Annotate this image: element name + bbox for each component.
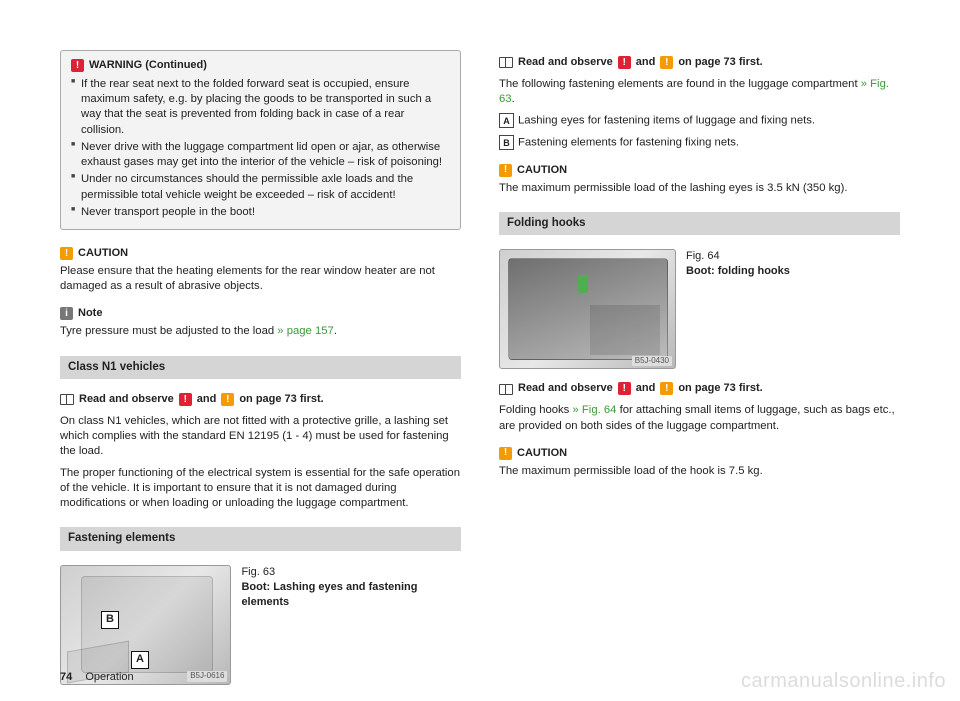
manual-page: ! WARNING (Continued) If the rear seat n… [0, 0, 960, 701]
figure-title: Boot: folding hooks [686, 265, 790, 277]
watermark: carmanualsonline.info [741, 670, 946, 693]
read-observe-line: Read and observe ! and ! on page 73 firs… [499, 55, 900, 70]
read-post: on page 73 first. [239, 392, 323, 407]
note-icon: i [60, 307, 73, 320]
open-book-icon [499, 384, 513, 394]
page-number: 74 [60, 671, 72, 683]
open-book-icon [60, 394, 74, 404]
section-hooks-title: Folding hooks [499, 212, 900, 236]
caution-label: CAUTION [78, 246, 128, 261]
figure-64-image: B5J-0430 [499, 249, 676, 369]
warning-bullets: If the rear seat next to the folded forw… [71, 77, 450, 220]
warning-ref-icon: ! [618, 56, 631, 69]
note-text-post: . [334, 325, 337, 337]
page-ref-link[interactable]: » page 157 [277, 325, 334, 337]
caution-heading: ! CAUTION [499, 163, 900, 178]
square-letter-b: B [499, 135, 514, 150]
figure-label-a: A [131, 651, 149, 669]
figure-label-b: B [101, 611, 119, 629]
folding-hook-marker [578, 275, 588, 293]
caution-text: The maximum permissible load of the lash… [499, 181, 900, 196]
caution-text: Please ensure that the heating elements … [60, 264, 461, 295]
caution-label: CAUTION [517, 446, 567, 461]
read-observe-line: Read and observe ! and ! on page 73 firs… [499, 381, 900, 396]
figure-title: Boot: Lashing eyes and fastening element… [241, 581, 417, 608]
figure-64-caption: Fig. 64 Boot: folding hooks [686, 249, 790, 369]
figure-64-row: B5J-0430 Fig. 64 Boot: folding hooks [499, 249, 900, 369]
warning-heading: ! WARNING (Continued) [71, 58, 450, 73]
open-book-icon [499, 57, 513, 67]
read-pre: Read and observe [518, 381, 613, 396]
item-b-text: Fastening elements for fastening fixing … [518, 137, 739, 149]
hooks-pre: Folding hooks [499, 404, 572, 416]
warning-icon: ! [71, 59, 84, 72]
figure-63-row: B A B5J-0616 Fig. 63 Boot: Lashing eyes … [60, 565, 461, 685]
section-fastening-title: Fastening elements [60, 527, 461, 551]
figure-64-code: B5J-0430 [632, 356, 672, 367]
note-text: Tyre pressure must be adjusted to the lo… [60, 324, 461, 339]
warning-ref-icon: ! [618, 382, 631, 395]
right-column: Read and observe ! and ! on page 73 firs… [499, 50, 900, 671]
item-a-text: Lashing eyes for fastening items of lugg… [518, 115, 815, 127]
figure-63-caption: Fig. 63 Boot: Lashing eyes and fastening… [241, 565, 461, 685]
read-observe-line: Read and observe ! and ! on page 73 firs… [60, 392, 461, 407]
n1-paragraph: The proper functioning of the electrical… [60, 466, 461, 512]
warning-bullet: If the rear seat next to the folded forw… [71, 77, 450, 138]
page-footer: 74 Operation [60, 671, 134, 683]
caution-ref-icon: ! [221, 393, 234, 406]
warning-box: ! WARNING (Continued) If the rear seat n… [60, 50, 461, 230]
figure-63-code: B5J-0616 [187, 671, 227, 682]
item-a-line: A Lashing eyes for fastening items of lug… [499, 113, 900, 129]
warning-heading-text: WARNING (Continued) [89, 58, 207, 73]
hooks-paragraph: Folding hooks » Fig. 64 for attaching sm… [499, 403, 900, 434]
warning-ref-icon: ! [179, 393, 192, 406]
note-label: Note [78, 306, 102, 321]
item-b-line: B Fastening elements for fastening fixing… [499, 135, 900, 151]
caution-ref-icon: ! [660, 56, 673, 69]
read-post: on page 73 first. [678, 381, 762, 396]
intro-paragraph: The following fastening elements are fou… [499, 77, 900, 108]
left-column: ! WARNING (Continued) If the rear seat n… [60, 50, 461, 671]
caution-text: The maximum permissible load of the hook… [499, 464, 900, 479]
caution-heading: ! CAUTION [499, 446, 900, 461]
caution-ref-icon: ! [660, 382, 673, 395]
warning-bullet: Never transport people in the boot! [71, 205, 450, 220]
section-name: Operation [85, 671, 133, 683]
caution-icon: ! [499, 164, 512, 177]
section-n1-title: Class N1 vehicles [60, 356, 461, 380]
figure-number: Fig. 64 [686, 249, 790, 264]
read-mid: and [197, 392, 217, 407]
intro-pre: The following fastening elements are fou… [499, 78, 861, 90]
fig-ref-link[interactable]: » Fig. 64 [572, 404, 616, 416]
warning-bullet: Never drive with the luggage compartment… [71, 140, 450, 171]
figure-number: Fig. 63 [241, 565, 461, 580]
n1-paragraph: On class N1 vehicles, which are not fitt… [60, 414, 461, 460]
read-post: on page 73 first. [678, 55, 762, 70]
read-mid: and [636, 381, 656, 396]
figure-63-image: B A B5J-0616 [60, 565, 231, 685]
note-text-pre: Tyre pressure must be adjusted to the lo… [60, 325, 277, 337]
warning-bullet: Under no circumstances should the permis… [71, 172, 450, 203]
caution-icon: ! [60, 247, 73, 260]
note-heading: i Note [60, 306, 461, 321]
read-pre: Read and observe [518, 55, 613, 70]
caution-icon: ! [499, 447, 512, 460]
square-letter-a: A [499, 113, 514, 128]
intro-post: . [512, 93, 515, 105]
caution-label: CAUTION [517, 163, 567, 178]
read-mid: and [636, 55, 656, 70]
caution-heading: ! CAUTION [60, 246, 461, 261]
read-pre: Read and observe [79, 392, 174, 407]
